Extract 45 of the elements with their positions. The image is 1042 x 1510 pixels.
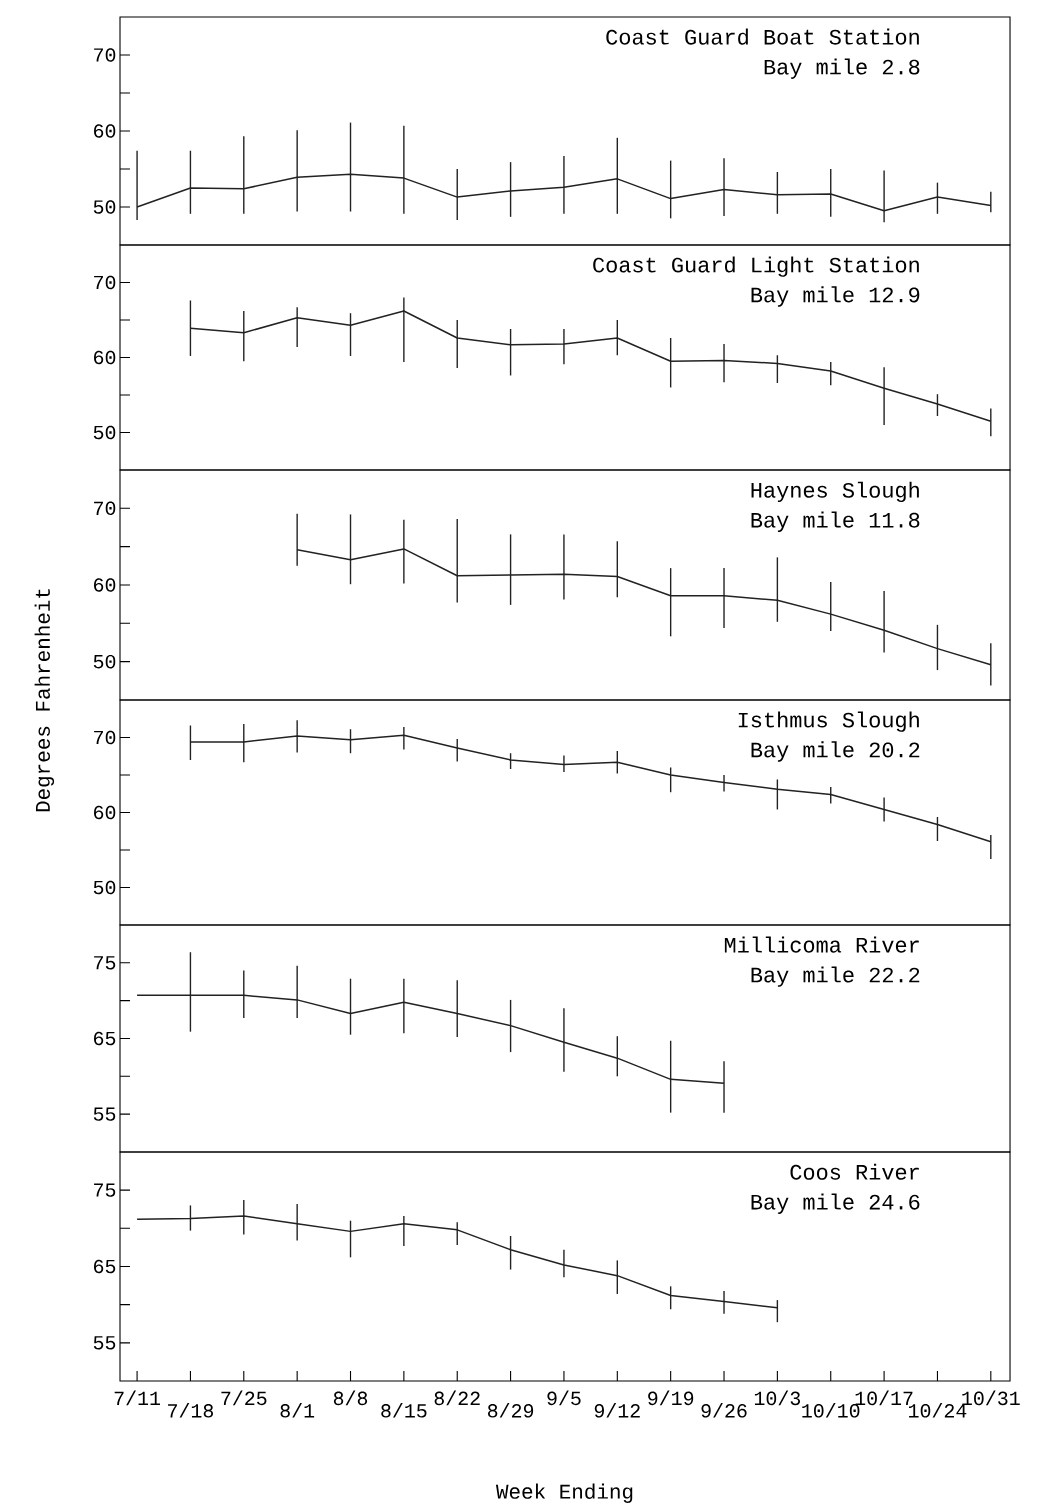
y-tick-label: 60: [94, 350, 116, 365]
x-tick-label: 9/19: [648, 1390, 694, 1406]
y-tick-label: 55: [93, 1107, 116, 1121]
y-tick-label: 70: [94, 730, 116, 745]
y-tick-label: 70: [94, 501, 116, 516]
y-tick-label: 70: [94, 48, 116, 62]
x-tick-label: 7/11: [114, 1390, 161, 1406]
chart-title: Coast Guard Light Station: [593, 256, 919, 277]
y-axis-title: Degrees Fahrenheit: [34, 589, 55, 812]
y-tick-label: 60: [94, 805, 116, 820]
text: Bay mile 12.9: [751, 286, 920, 307]
chart-title: Coast Guard Boat Station: [606, 28, 919, 45]
x-tick-label: 9/12: [594, 1402, 640, 1418]
y-tick-label: 60: [94, 124, 116, 138]
x-tick-label: 8/22: [434, 1390, 480, 1406]
x-tick-label: 8/29: [487, 1402, 534, 1418]
chart-title: Haynes Slough: [751, 481, 919, 503]
text: Bay mile 22.2: [751, 966, 920, 987]
x-tick-label: 8/1: [280, 1402, 315, 1418]
y-tick-label: 65: [94, 1259, 116, 1274]
text: Bay mile 2.8: [764, 58, 920, 79]
chart-title: Coos River: [790, 1163, 919, 1180]
y-tick-label: 55: [93, 1336, 116, 1350]
text: Bay mile 24.6: [751, 1193, 920, 1214]
y-tick-label: 70: [94, 275, 116, 290]
y-tick-label: 75: [94, 956, 116, 970]
x-tick-label: 9/5: [547, 1390, 581, 1406]
x-axis-title: Week Ending: [495, 1483, 633, 1503]
y-tick-label: 75: [94, 1183, 116, 1197]
y-tick-label: 50: [93, 425, 116, 440]
y-tick-label: 50: [93, 200, 116, 214]
x-tick-label: 10/3: [754, 1390, 801, 1406]
y-tick-label: 65: [94, 1031, 116, 1046]
y-tick-label: 50: [93, 880, 116, 895]
x-tick-label: 9/26: [701, 1402, 747, 1418]
text: Bay mile 20.2: [751, 741, 920, 762]
chart-title: Isthmus Slough: [738, 711, 919, 732]
x-tick-label: 8/15: [381, 1402, 427, 1418]
chart-title: Millicoma River: [724, 936, 919, 953]
y-tick-label: 50: [93, 654, 116, 669]
x-tick-label: 7/25: [221, 1390, 267, 1406]
x-tick-label: 8/8: [333, 1390, 368, 1406]
x-tick-label: 7/18: [168, 1402, 214, 1418]
y-tick-label: 60: [94, 578, 116, 592]
text: Bay mile 11.8: [751, 511, 920, 532]
